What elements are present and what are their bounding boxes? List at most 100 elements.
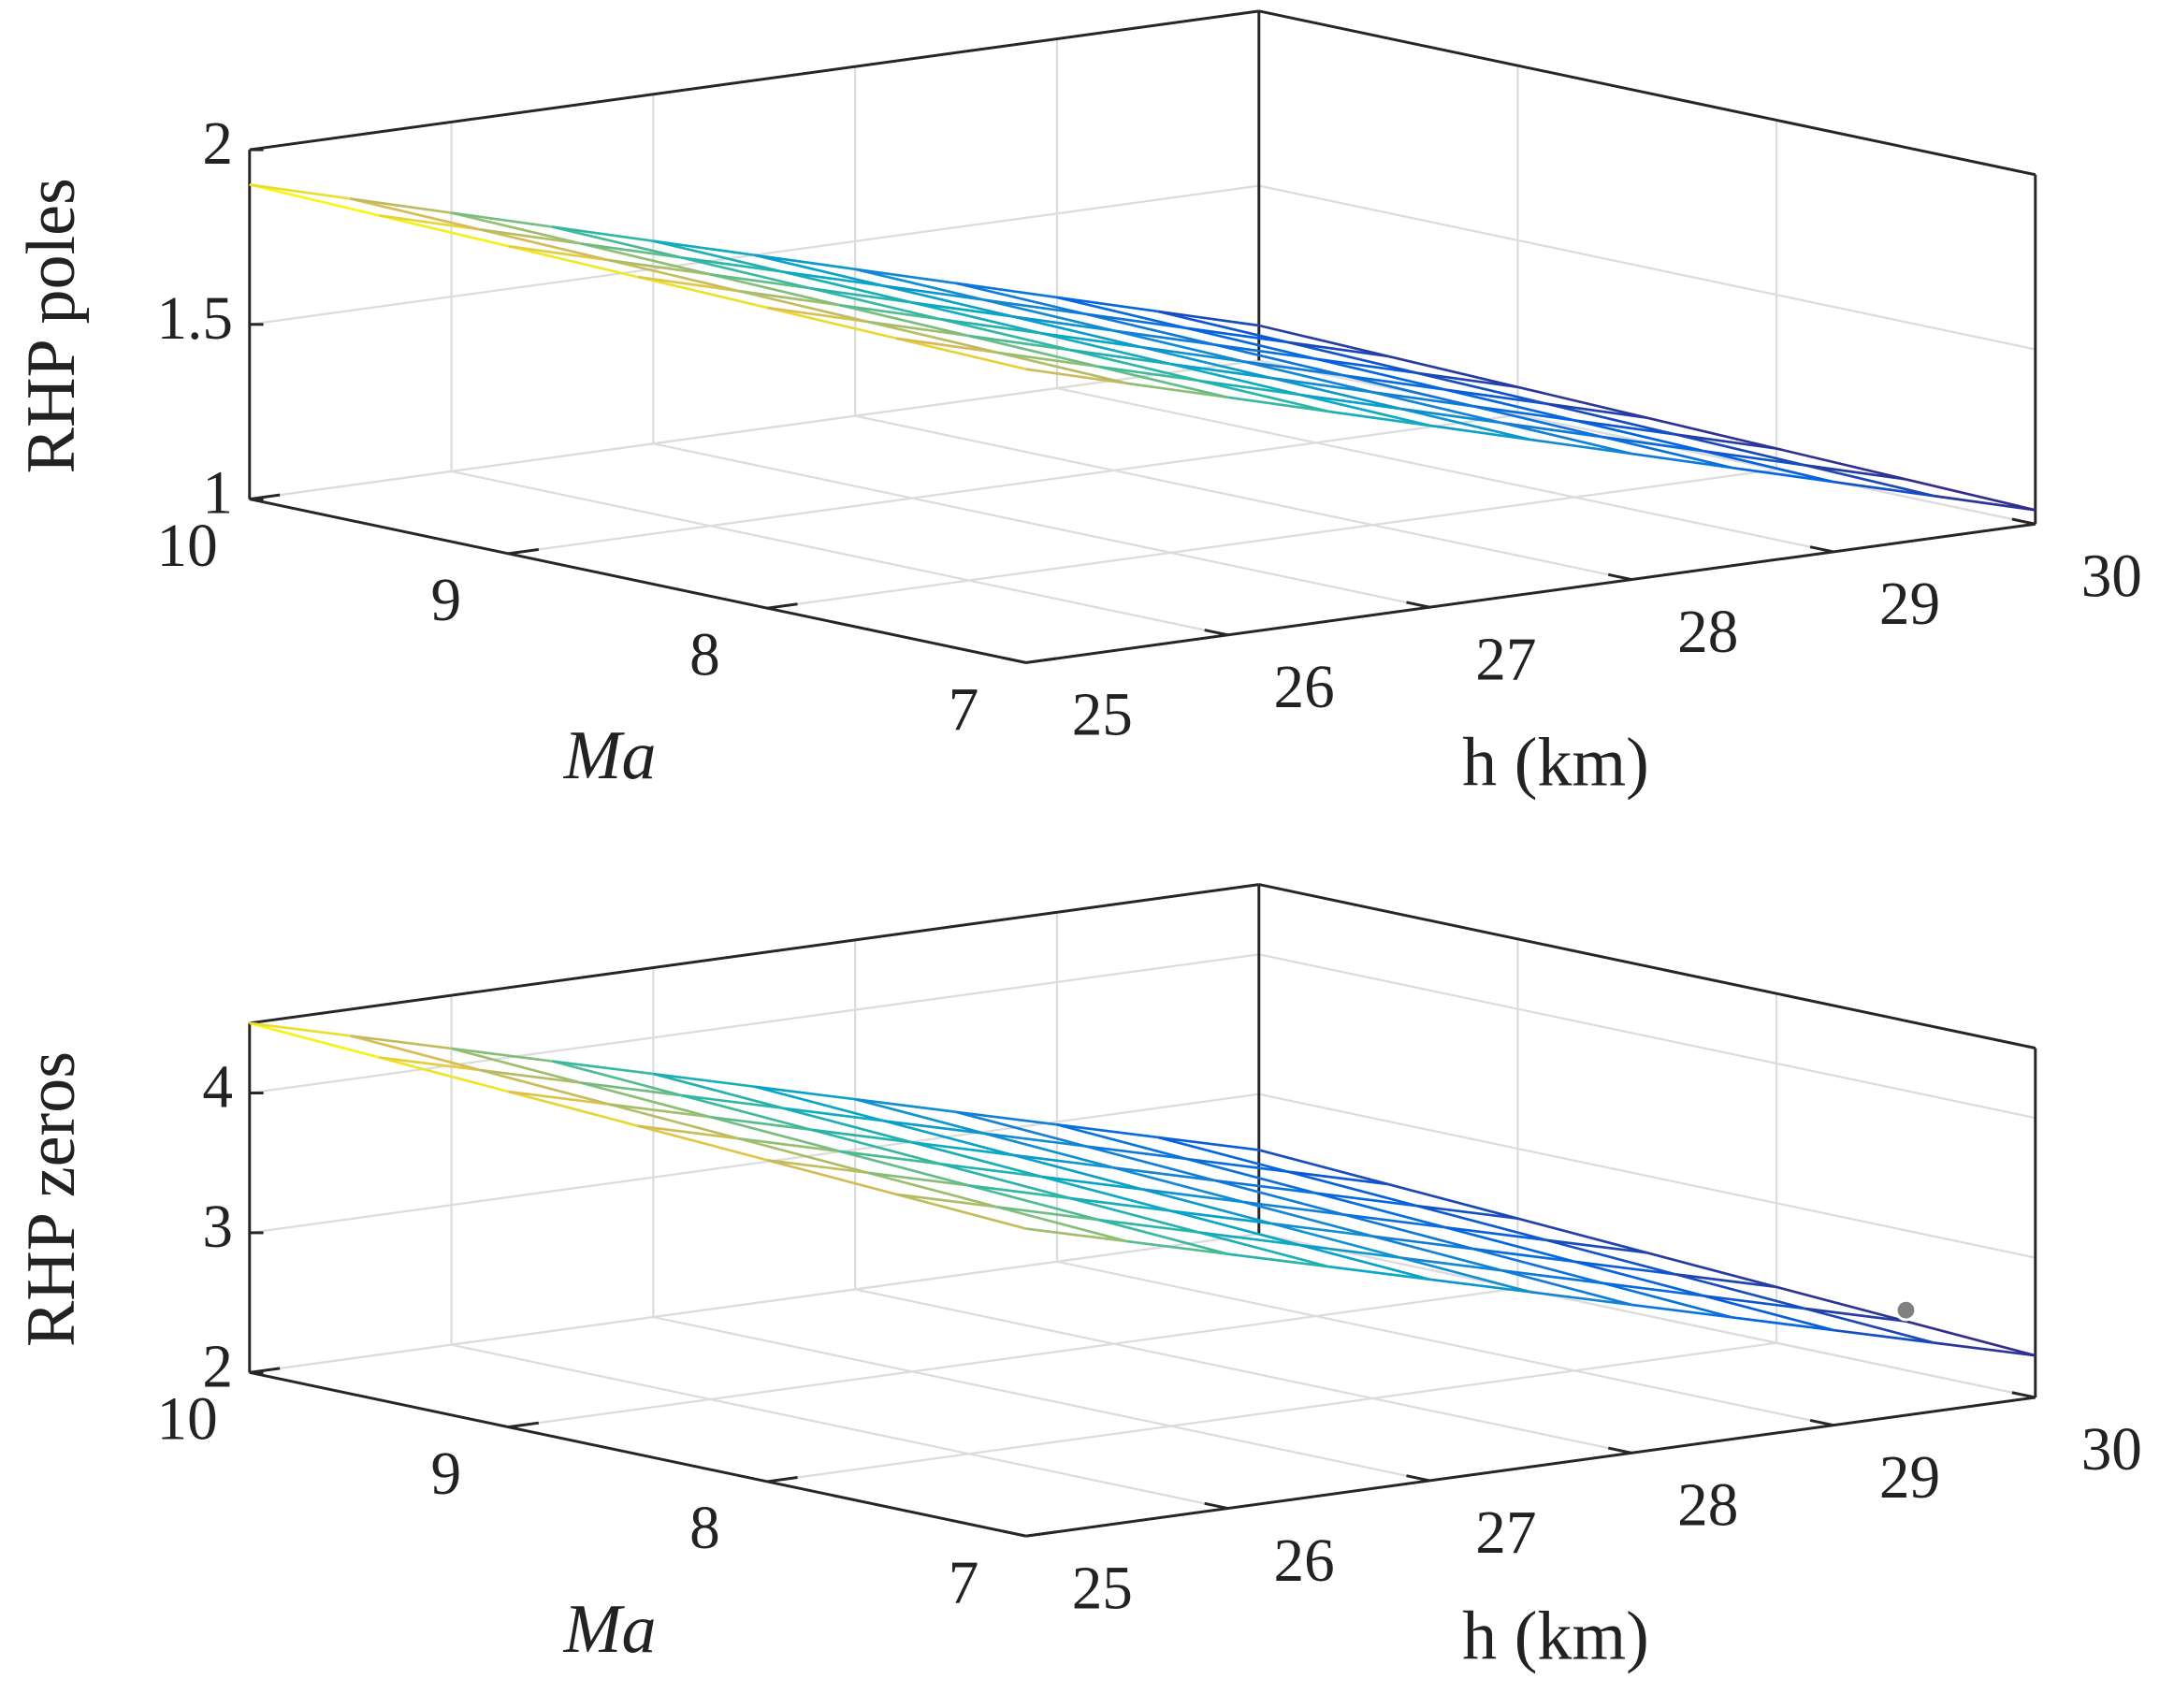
mesh-edge: [997, 351, 1099, 369]
grid-line: [249, 953, 1259, 1094]
mesh-edge: [710, 272, 812, 290]
y-tick-label: 7: [949, 676, 979, 744]
mesh-edge: [1170, 1209, 1301, 1247]
mesh-edge: [867, 320, 970, 338]
mesh-edge: [1069, 1196, 1200, 1234]
mesh-edge: [709, 1115, 840, 1153]
mesh-edge: [753, 253, 884, 287]
mesh-edge: [1473, 1247, 1604, 1285]
mesh-edge: [479, 1068, 610, 1106]
mesh-edge: [1085, 1145, 1187, 1161]
x-tick-label: 29: [1879, 571, 1940, 638]
mesh-edge: [867, 1171, 970, 1187]
axis-line: [1258, 9, 2036, 177]
x-axis-label: h (km): [1462, 725, 1649, 802]
mesh-edge: [810, 287, 941, 321]
mesh-edge: [552, 1060, 683, 1097]
mesh-edge: [1315, 357, 1417, 375]
mesh-edge: [1400, 1256, 1503, 1272]
z-tick-label: 4: [202, 1053, 233, 1121]
mesh-edge: [1299, 393, 1402, 411]
mesh-edge: [1170, 362, 1301, 397]
y-tick-label: 10: [156, 513, 217, 580]
mesh-edge: [1141, 346, 1272, 380]
mesh-edge: [940, 317, 1071, 352]
mesh-edge: [955, 282, 1086, 316]
mesh-edge: [1646, 416, 1777, 450]
x-axis-label: h (km): [1462, 1598, 1649, 1674]
mesh-edge: [508, 244, 610, 262]
mesh-edge: [1286, 1170, 1417, 1208]
mesh-edge: [609, 1103, 711, 1119]
mesh-edge: [1804, 464, 1935, 498]
mesh-edge: [896, 337, 998, 355]
grid-line: [766, 1341, 1777, 1484]
mesh-edge: [1185, 1157, 1316, 1194]
mesh-edge: [1574, 1260, 1676, 1276]
mesh-edge: [1517, 1217, 1648, 1254]
mesh-edge: [1646, 1252, 1777, 1289]
mesh-edge: [839, 303, 970, 338]
mesh-edge: [1444, 388, 1547, 405]
mesh-edge: [854, 268, 985, 301]
mesh-edge: [249, 183, 380, 217]
mesh-edge: [1056, 296, 1159, 313]
mesh-edge: [1227, 1252, 1329, 1268]
mesh-edge: [940, 317, 1042, 335]
mesh-edge: [552, 1060, 654, 1076]
x-tick-label: 30: [2081, 1416, 2142, 1484]
mesh-edge: [1372, 390, 1474, 408]
mesh-edge: [766, 306, 897, 340]
mesh-edge: [738, 289, 869, 324]
tick-mark: [508, 1421, 540, 1429]
mesh-edge: [479, 228, 582, 245]
mesh-edge: [637, 1124, 768, 1162]
mesh-edge: [451, 211, 553, 228]
axis-line: [249, 498, 1027, 664]
mesh-edge: [1198, 379, 1329, 413]
mesh-edge: [810, 1128, 913, 1144]
mesh-edge: [1833, 1328, 1935, 1344]
mesh-edge: [1473, 405, 1604, 439]
mesh-edge: [350, 1035, 481, 1072]
mesh-edge: [1775, 447, 1906, 481]
mesh-edge: [1242, 360, 1373, 394]
tick-mark: [2011, 1391, 2036, 1399]
mesh-edge: [1142, 1188, 1244, 1204]
grid-line: [653, 442, 1430, 609]
mesh-edge: [451, 1047, 553, 1063]
mesh-edge: [552, 225, 683, 259]
mesh-edge: [1675, 1273, 1777, 1289]
mesh-edge: [1400, 407, 1531, 441]
mesh-edge: [1602, 1281, 1704, 1297]
tick-mark: [1025, 1530, 1057, 1538]
z-tick-label: 1: [202, 460, 233, 528]
mesh-edge: [1372, 1235, 1503, 1272]
mesh-edge: [637, 275, 768, 310]
mesh-edge: [1372, 391, 1503, 425]
mesh-edge: [867, 320, 998, 355]
mesh-edge: [968, 1184, 1070, 1200]
z-tick-label: 2: [202, 1333, 233, 1400]
mesh-edge: [1214, 1179, 1316, 1194]
mesh-edge: [1157, 1136, 1259, 1151]
mesh-edge: [782, 270, 884, 287]
mesh-edge: [1934, 1341, 2036, 1357]
mesh-edge: [940, 1163, 1071, 1200]
mesh-edge: [1025, 368, 1127, 385]
mesh-edge: [451, 211, 582, 245]
mesh-edge: [1157, 1136, 1288, 1173]
z-tick-label: 1.5: [156, 285, 233, 353]
mesh-edge: [896, 1193, 1027, 1230]
grid-line: [508, 413, 1518, 555]
mesh-edge: [1775, 1285, 1906, 1323]
mesh-edge: [1069, 1196, 1171, 1212]
mesh-edge: [1387, 355, 1518, 389]
axis-line: [249, 883, 1259, 1025]
mesh-edge: [1170, 362, 1272, 380]
mesh-edge: [1041, 1175, 1172, 1212]
x-tick-label: 26: [1274, 654, 1335, 721]
mesh-edge: [1703, 450, 1834, 484]
mesh-edge: [609, 258, 711, 276]
